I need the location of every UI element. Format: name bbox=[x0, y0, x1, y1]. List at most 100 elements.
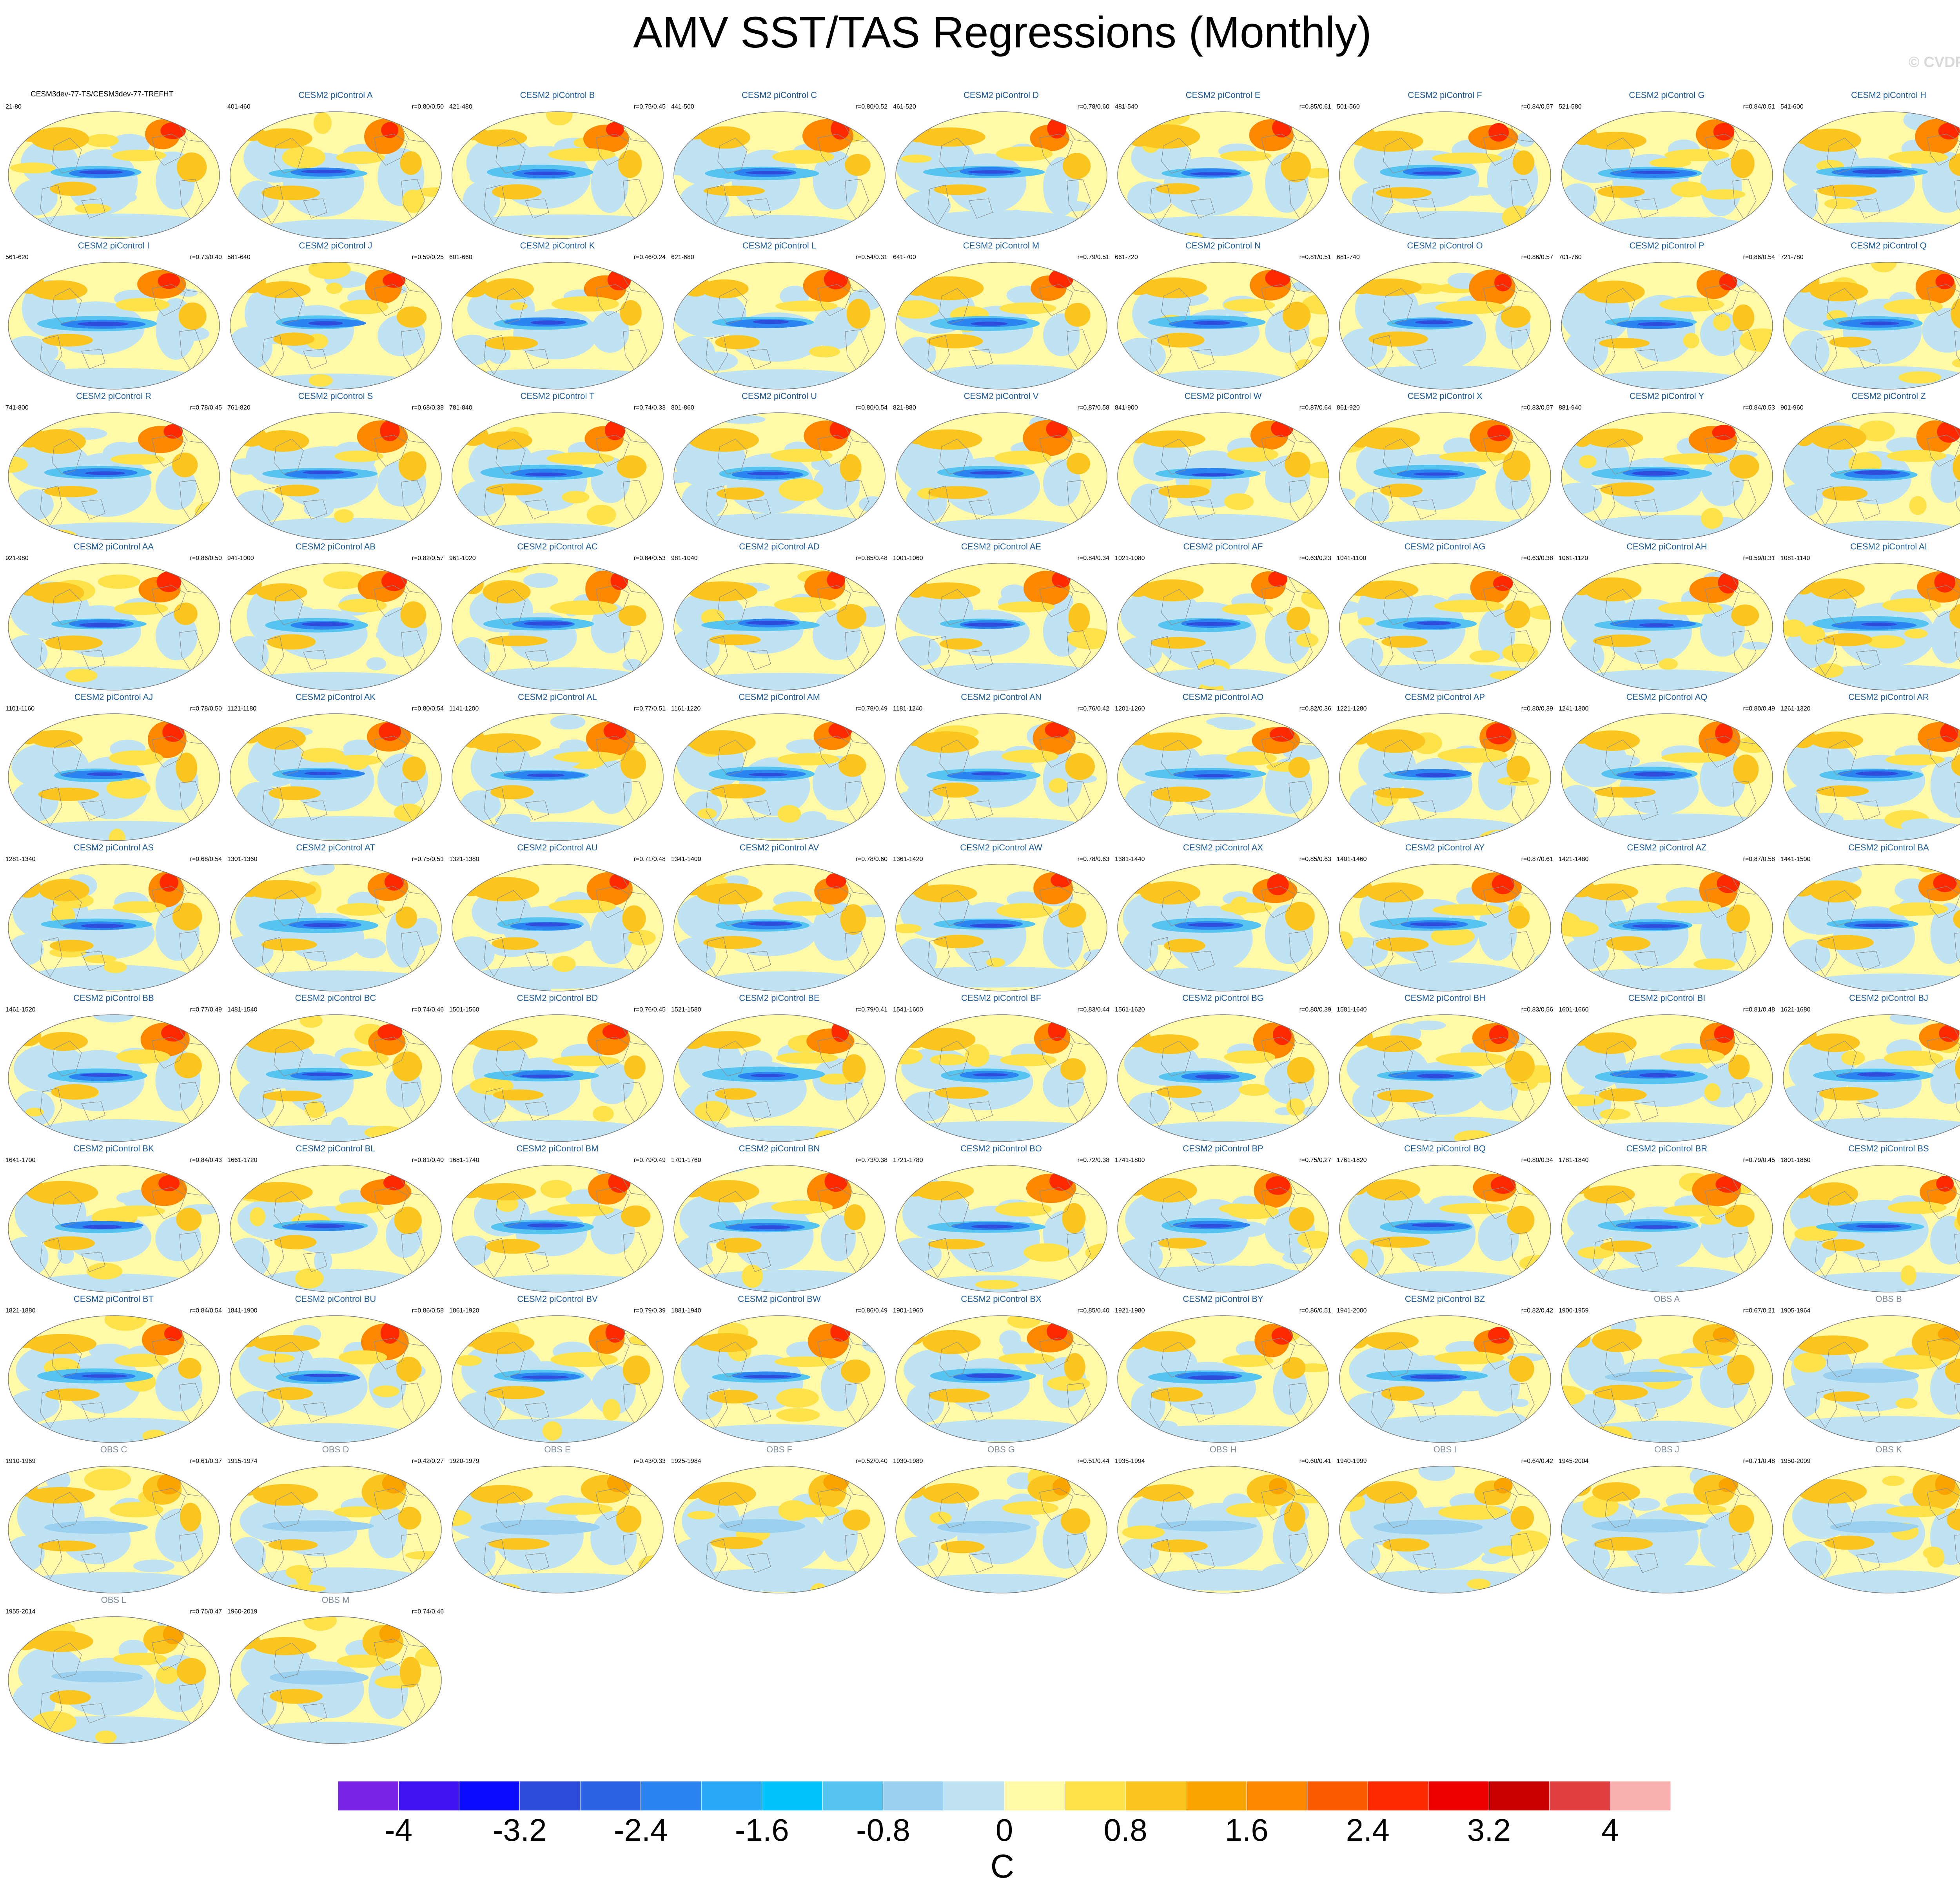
panel-title: CESM2 piControl AX bbox=[1183, 843, 1263, 852]
panel-title: CESM2 piControl BP bbox=[1183, 1144, 1263, 1153]
map-field bbox=[1783, 1316, 1960, 1443]
panel-pattern-correlation: r=0.74/0.46 bbox=[412, 1608, 444, 1615]
world-map bbox=[230, 1014, 442, 1142]
panel-pattern-correlation: r=0.63/0.38 bbox=[1521, 555, 1553, 562]
panel-title: CESM2 piControl AN bbox=[961, 692, 1042, 702]
panel-pattern-correlation: r=0.75/0.51 bbox=[412, 856, 444, 863]
panel-title: CESM2 piControl BB bbox=[73, 993, 154, 1003]
panel-years: 841-900 bbox=[1115, 404, 1138, 411]
map-field bbox=[896, 714, 1107, 841]
panel-title: CESM2 piControl H bbox=[1851, 90, 1926, 100]
map-field bbox=[230, 112, 441, 239]
map-panel: CESM2 piControl BN 1701-1760 r=0.73/0.38 bbox=[670, 1144, 889, 1295]
map-field bbox=[896, 1015, 1107, 1142]
panel-title: CESM2 piControl BX bbox=[961, 1294, 1042, 1304]
panel-years: 1081-1140 bbox=[1780, 555, 1810, 562]
map-panel: OBS I 1940-1999 r=0.64/0.42 bbox=[1335, 1445, 1555, 1596]
panel-years: 561-620 bbox=[5, 254, 29, 261]
map-panel: CESM2 piControl L 621-680 r=0.54/0.31 bbox=[670, 241, 889, 392]
colorbar-swatch bbox=[1065, 1781, 1126, 1811]
map-panel: CESM2 piControl BK 1641-1700 r=0.84/0.43 bbox=[4, 1144, 223, 1295]
world-map bbox=[1783, 1165, 1960, 1292]
panel-title: CESM2 piControl BA bbox=[1848, 843, 1929, 852]
map-field bbox=[674, 112, 885, 239]
panel-title: CESM2 piControl AZ bbox=[1627, 843, 1707, 852]
panel-years: 1181-1240 bbox=[893, 705, 923, 712]
panel-title: CESM2 piControl BI bbox=[1628, 993, 1706, 1003]
map-field bbox=[1339, 864, 1551, 991]
map-panel: CESM2 piControl AD 981-1040 r=0.85/0.48 bbox=[670, 542, 889, 693]
map-field bbox=[8, 1466, 220, 1593]
map-panel: CESM2 piControl AO 1201-1260 r=0.82/0.36 bbox=[1113, 692, 1333, 844]
map-panel: CESM2 piControl X 861-920 r=0.83/0.57 bbox=[1335, 391, 1555, 543]
panel-title: CESM2 piControl D bbox=[964, 90, 1039, 100]
panel-pattern-correlation: r=0.86/0.58 bbox=[412, 1307, 444, 1314]
panel-pattern-correlation: r=0.75/0.27 bbox=[1299, 1157, 1331, 1164]
panel-pattern-correlation: r=0.87/0.61 bbox=[1521, 856, 1553, 863]
map-field bbox=[1118, 1466, 1329, 1593]
panel-pattern-correlation: r=0.72/0.38 bbox=[1077, 1157, 1109, 1164]
panel-years: 1021-1080 bbox=[1115, 555, 1145, 562]
map-field bbox=[896, 1466, 1107, 1593]
panel-title: CESM2 piControl BN bbox=[739, 1144, 820, 1153]
map-panel: CESM2 piControl BQ 1761-1820 r=0.80/0.34 bbox=[1335, 1144, 1555, 1295]
map-field bbox=[896, 262, 1107, 389]
panel-pattern-correlation: r=0.77/0.51 bbox=[633, 705, 666, 712]
world-map bbox=[1117, 1466, 1329, 1593]
panel-years: 1001-1060 bbox=[893, 555, 923, 562]
world-map bbox=[1339, 864, 1551, 992]
colorbar-swatch bbox=[943, 1781, 1005, 1811]
panel-title: CESM2 piControl AY bbox=[1405, 843, 1485, 852]
colorbar: -4 -3.2 -2.4 -1.6 -0.8 0 0.8 1.6 2.4 3.2 4 bbox=[338, 1781, 1671, 1847]
panel-title: CESM2 piControl BW bbox=[738, 1294, 821, 1304]
panel-title: CESM2 piControl AB bbox=[295, 542, 376, 551]
panel-years: 821-880 bbox=[893, 404, 916, 411]
world-map bbox=[230, 1165, 442, 1292]
panel-pattern-correlation: r=0.85/0.63 bbox=[1299, 856, 1331, 863]
world-map bbox=[895, 713, 1107, 841]
map-panel: CESM2 piControl AP 1221-1280 r=0.80/0.39 bbox=[1335, 692, 1555, 844]
panel-years: 741-800 bbox=[5, 404, 29, 411]
panel-pattern-correlation: r=0.52/0.40 bbox=[855, 1458, 887, 1465]
panel-years: 1721-1780 bbox=[893, 1157, 923, 1164]
map-field bbox=[1339, 563, 1551, 690]
panel-years: 541-600 bbox=[1780, 103, 1804, 110]
map-field bbox=[896, 864, 1107, 991]
map-field bbox=[1561, 864, 1773, 991]
world-map bbox=[1783, 111, 1960, 239]
map-panel: CESM2 piControl BE 1521-1580 r=0.79/0.41 bbox=[670, 993, 889, 1145]
map-panel: CESM2 piControl AV 1341-1400 r=0.78/0.60 bbox=[670, 843, 889, 994]
panel-pattern-correlation: r=0.84/0.51 bbox=[1743, 103, 1775, 110]
panel-years: 1601-1660 bbox=[1559, 1006, 1589, 1013]
world-map bbox=[8, 1014, 220, 1142]
panel-years: 1241-1300 bbox=[1559, 705, 1589, 712]
world-map bbox=[1783, 1315, 1960, 1443]
map-field bbox=[452, 1015, 663, 1142]
map-field bbox=[1561, 1316, 1773, 1443]
world-map bbox=[1561, 563, 1773, 691]
map-field bbox=[1118, 262, 1329, 389]
map-field bbox=[1783, 262, 1960, 389]
map-field bbox=[452, 714, 663, 841]
panel-title: CESM2 piControl M bbox=[963, 241, 1040, 250]
map-panel: OBS J 1945-2004 r=0.71/0.48 bbox=[1557, 1445, 1777, 1596]
panel-title: CESM2 piControl BQ bbox=[1404, 1144, 1486, 1153]
map-panel: CESM2 piControl D 461-520 r=0.78/0.60 bbox=[891, 90, 1111, 242]
panel-years: 901-960 bbox=[1780, 404, 1804, 411]
world-map bbox=[1339, 111, 1551, 239]
panel-pattern-correlation: r=0.71/0.48 bbox=[1743, 1458, 1775, 1465]
panel-title: CESM2 piControl BG bbox=[1182, 993, 1264, 1003]
map-panel: CESM2 piControl BY 1921-1980 r=0.86/0.51 bbox=[1113, 1294, 1333, 1446]
panel-pattern-correlation: r=0.84/0.53 bbox=[633, 555, 666, 562]
panel-years: 1940-1999 bbox=[1337, 1458, 1367, 1465]
panel-years: 761-820 bbox=[227, 404, 250, 411]
map-panel: CESM2 piControl BD 1501-1560 r=0.76/0.45 bbox=[448, 993, 667, 1145]
map-panel: CESM2 piControl J 581-640 r=0.59/0.25 bbox=[226, 241, 445, 392]
panel-title: OBS G bbox=[987, 1445, 1015, 1454]
world-map bbox=[1339, 713, 1551, 841]
world-map bbox=[1561, 1014, 1773, 1142]
panel-pattern-correlation: r=0.83/0.44 bbox=[1077, 1006, 1109, 1013]
